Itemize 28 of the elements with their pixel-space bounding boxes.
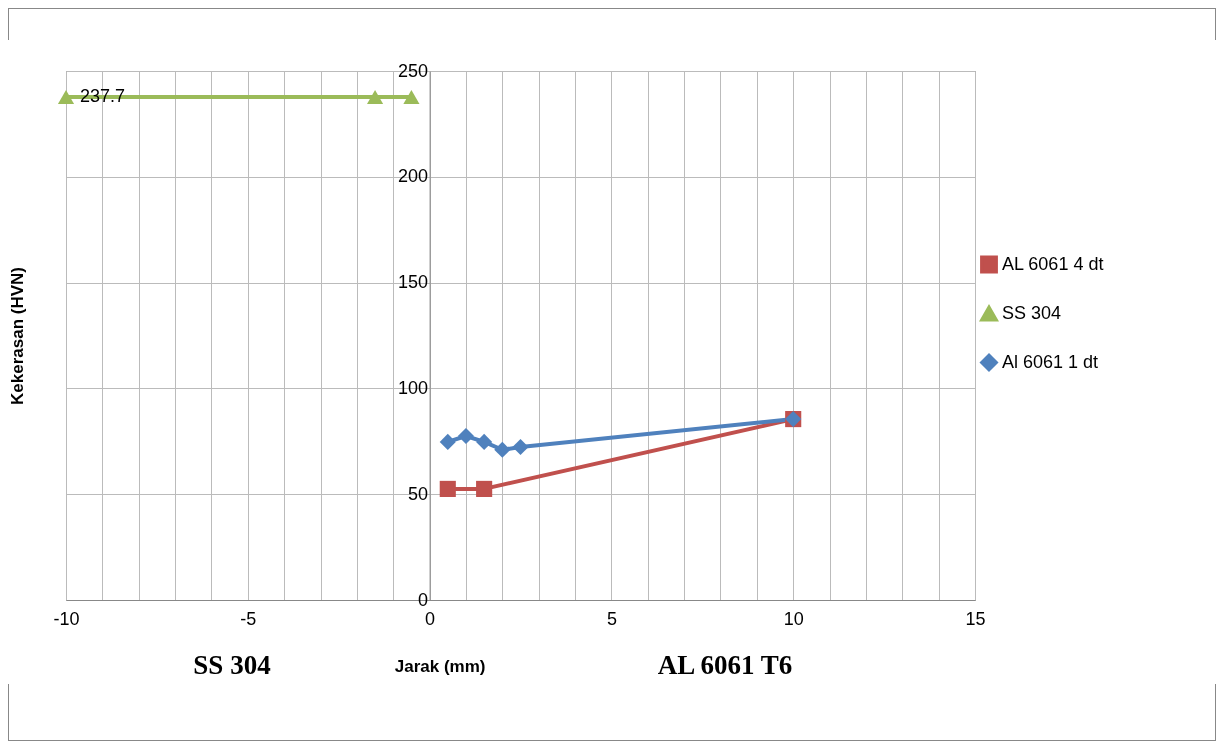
point [367,90,384,105]
x-tick-label: -10 [53,608,80,629]
x-tick-label: 10 [783,608,804,629]
y-axis-title: Kekerasan (HVN) [7,267,27,405]
text: AL 6061 T6 [657,650,793,681]
y-tick-label: 150 [398,272,429,293]
point [439,480,456,497]
y-tick-label: 250 [398,60,429,81]
point [403,90,420,105]
point [57,90,75,105]
x-tick-label: 15 [965,608,986,629]
legend-label: Al 6061 1 dt [1002,351,1099,372]
point [494,441,511,458]
text: SS 304 [193,650,271,681]
point [439,433,456,450]
y-tick-label: 200 [398,166,429,187]
point [512,438,529,456]
x-axis-title: Jarak (mm) [394,656,486,676]
x-tick-label: 5 [606,608,617,629]
x-tick-label: -5 [240,608,257,629]
point [457,427,475,445]
y-tick-label: 0 [418,589,429,610]
y-tick-label: 50 [408,483,429,504]
legend-label: SS 304 [1002,302,1062,323]
point [476,480,493,497]
point [476,433,493,450]
y-tick-label: 100 [398,377,429,398]
legend-label: AL 6061 4 dt [1002,253,1104,274]
